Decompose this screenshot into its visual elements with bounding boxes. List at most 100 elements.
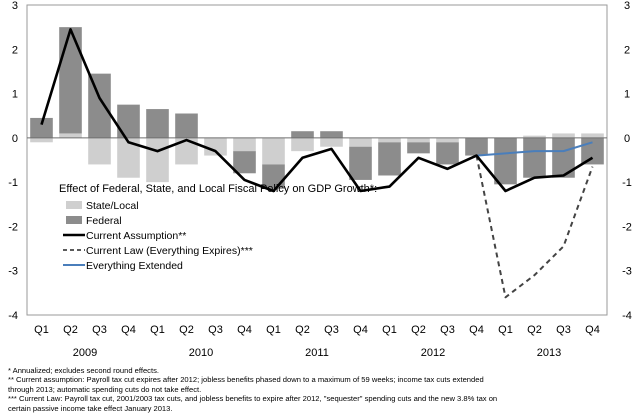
bar-federal <box>349 146 372 180</box>
bar-federal <box>146 109 169 138</box>
fiscal-policy-chart: 3 2 1 0 -1 -2 -3 -4 3 2 1 0 -1 -2 -3 -4 Q1 Q2 Q3 Q4 Q1 Q2 Q3… <box>8 0 632 359</box>
legend-label-state-local: State/Local <box>86 200 139 212</box>
y-tick-label-right: 0 <box>624 133 630 145</box>
x-tick-label: Q1 <box>34 324 49 336</box>
bar-state-local <box>204 137 227 156</box>
bar-federal <box>436 142 459 165</box>
x-tick-label: Q3 <box>440 324 455 336</box>
line-current-law-everything-expires <box>475 155 594 299</box>
bar-state-local <box>349 137 372 147</box>
bar-federal <box>320 131 343 138</box>
x-tick-label: Q1 <box>150 324 165 336</box>
bar-federal <box>59 27 82 134</box>
x-tick-label: Q2 <box>63 324 78 336</box>
y-tick-label-left: -2 <box>8 221 18 233</box>
bar-state-local <box>378 137 401 143</box>
bar-state-local <box>407 137 430 143</box>
x-tick-label: Q3 <box>324 324 339 336</box>
bar-federal <box>117 104 140 138</box>
bar-federal <box>494 137 517 185</box>
bar-federal <box>465 137 488 156</box>
legend-title: Effect of Federal, State, and Local Fisc… <box>59 183 377 195</box>
year-label: 2010 <box>189 347 213 359</box>
footnote-line: through 2013; automatic spending cuts do… <box>8 384 202 394</box>
bar-federal <box>523 137 546 178</box>
x-tick-label: Q2 <box>411 324 426 336</box>
year-label: 2009 <box>73 347 97 359</box>
x-tick-label: Q4 <box>353 324 368 336</box>
x-tick-label: Q4 <box>469 324 484 336</box>
legend: Effect of Federal, State, and Local Fisc… <box>59 183 377 272</box>
lines-layer <box>40 28 594 299</box>
bar-state-local <box>291 137 314 152</box>
x-tick-label: Q2 <box>527 324 542 336</box>
legend-label-current-assumption: Current Assumption** <box>86 230 186 242</box>
y-axis-right: 3 2 1 0 -1 -2 -3 -4 <box>622 0 632 322</box>
y-tick-label-right: -2 <box>622 221 632 233</box>
bar-state-local <box>523 135 546 138</box>
line-current-assumption <box>40 28 594 193</box>
footnote-line: ** Current assumption: Payroll tax cut e… <box>8 375 484 385</box>
y-tick-label-left: 0 <box>12 133 18 145</box>
bar-federal <box>407 142 430 154</box>
bar-state-local <box>233 137 256 152</box>
legend-label-current-law: Current Law (Everything Expires)*** <box>86 245 253 257</box>
bar-state-local <box>436 137 459 143</box>
x-tick-label: Q4 <box>121 324 136 336</box>
bars-layer <box>30 27 604 189</box>
footnote-line: certain passive income take effect Janua… <box>8 403 173 413</box>
y-tick-label-left: 1 <box>12 89 18 101</box>
bar-state-local <box>117 137 140 178</box>
bar-state-local <box>30 137 53 143</box>
x-tick-label: Q2 <box>179 324 194 336</box>
footnote-line: *** Current Law: Payroll tax cut, 2001/2… <box>8 394 498 404</box>
footnotes: * Annualized; excludes second round effe… <box>8 366 636 413</box>
bar-federal <box>88 73 111 138</box>
bar-state-local <box>88 137 111 165</box>
bar-state-local <box>581 133 604 138</box>
x-tick-label: Q1 <box>266 324 281 336</box>
bar-state-local <box>146 137 169 183</box>
bar-state-local <box>59 133 82 138</box>
bar-state-local <box>552 133 575 138</box>
y-axis-left: 3 2 1 0 -1 -2 -3 -4 <box>8 0 18 322</box>
x-tick-label: Q4 <box>237 324 252 336</box>
y-tick-label-right: 1 <box>624 89 630 101</box>
x-tick-label: Q2 <box>295 324 310 336</box>
x-tick-label: Q3 <box>208 324 223 336</box>
legend-label-federal: Federal <box>86 215 122 227</box>
x-tick-label: Q1 <box>498 324 513 336</box>
y-tick-label-right: 3 <box>624 0 630 12</box>
y-tick-label-left: -1 <box>8 177 18 189</box>
y-tick-label-right: -3 <box>622 266 632 278</box>
x-axis: Q1 Q2 Q3 Q4 Q1 Q2 Q3 Q4 Q1 Q2 Q3 Q4 Q1 Q2 Q3 Q4 Q1 Q2 Q3 Q4… <box>34 324 600 359</box>
year-label: 2012 <box>421 347 445 359</box>
bar-federal <box>378 142 401 176</box>
year-label: 2011 <box>305 347 329 359</box>
line-everything-extended <box>476 141 593 157</box>
y-tick-label-left: -4 <box>8 310 18 322</box>
bar-federal <box>291 131 314 138</box>
bar-state-local <box>320 137 343 147</box>
bar-federal <box>552 137 575 178</box>
year-label: 2013 <box>537 347 561 359</box>
legend-swatch-federal <box>66 216 82 224</box>
y-tick-label-right: 2 <box>624 44 630 56</box>
bar-federal <box>233 151 256 174</box>
legend-swatch-state-local <box>66 201 82 209</box>
bar-state-local <box>175 137 198 165</box>
bar-federal <box>175 113 198 138</box>
y-tick-label-right: -4 <box>622 310 632 322</box>
y-tick-label-left: 3 <box>12 0 18 12</box>
bar-federal <box>581 137 604 165</box>
bar-state-local <box>262 137 285 165</box>
y-tick-label-left: 2 <box>12 44 18 56</box>
x-tick-label: Q3 <box>92 324 107 336</box>
x-tick-label: Q1 <box>382 324 397 336</box>
x-tick-label: Q4 <box>585 324 600 336</box>
x-tick-label: Q3 <box>556 324 571 336</box>
y-tick-label-right: -1 <box>622 177 632 189</box>
legend-label-everything-extended: Everything Extended <box>86 260 183 272</box>
footnote-line: * Annualized; excludes second round effe… <box>8 366 159 375</box>
y-tick-label-left: -3 <box>8 266 18 278</box>
